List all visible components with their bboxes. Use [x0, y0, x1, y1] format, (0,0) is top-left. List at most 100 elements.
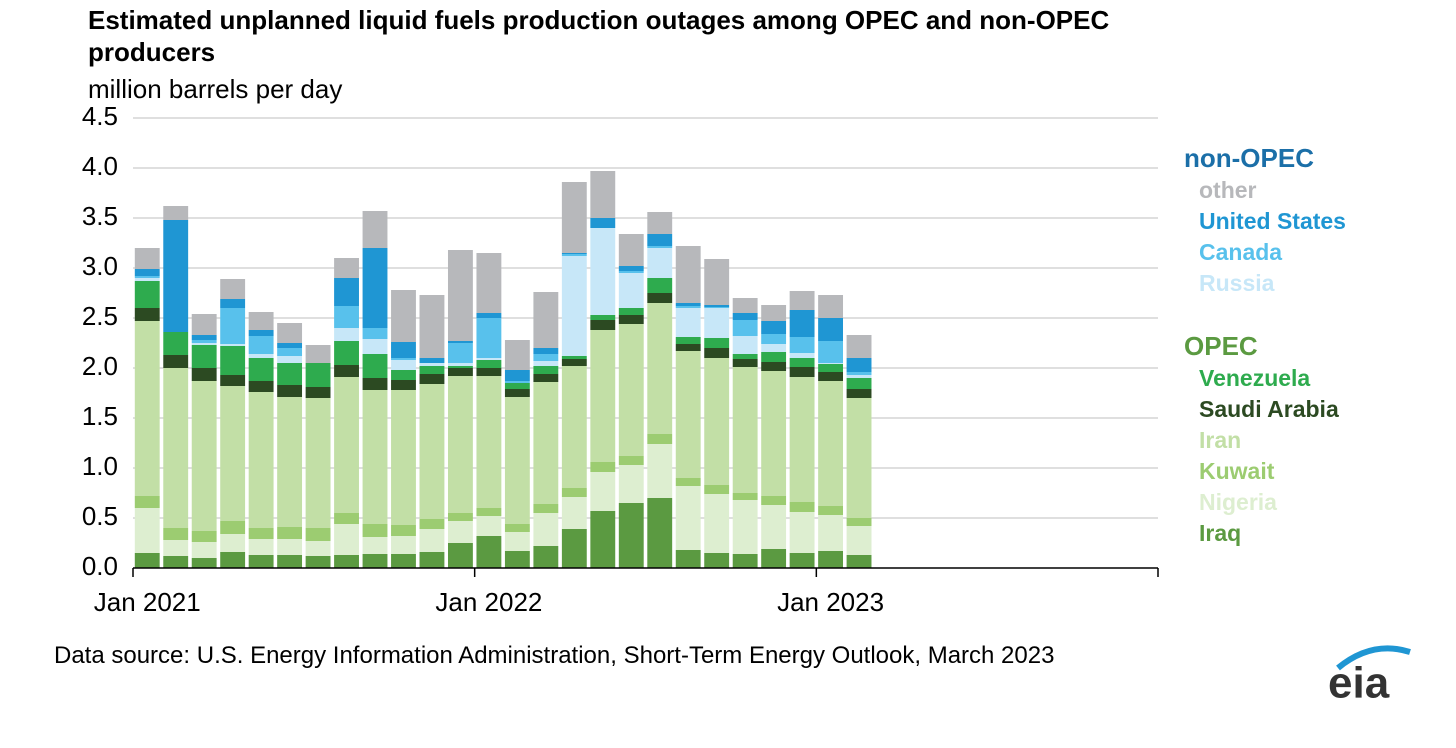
bar-segment — [504, 383, 530, 389]
bar-segment — [277, 356, 303, 363]
bar-segment — [191, 558, 217, 568]
bar-segment — [163, 206, 189, 220]
bar-segment — [362, 554, 388, 568]
bar-segment — [761, 362, 787, 371]
chart-title: Estimated unplanned liquid fuels product… — [88, 5, 1110, 67]
bar-segment — [134, 276, 160, 278]
bar-segment — [618, 503, 644, 568]
bar-segment — [818, 363, 844, 364]
logo-arc — [1336, 645, 1411, 671]
bar-segment — [134, 278, 160, 281]
bar-segment — [334, 377, 359, 513]
bar-segment — [191, 335, 217, 340]
y-tick-label: 3.5 — [82, 201, 118, 231]
bar-segment — [134, 281, 160, 308]
bar-segment — [134, 308, 160, 321]
bar-segment — [134, 248, 160, 269]
bar-segment — [675, 306, 701, 308]
bar-segment — [504, 340, 530, 370]
bar-segment — [732, 336, 758, 354]
bar-segment — [476, 536, 502, 568]
bar-segment — [789, 310, 815, 337]
bar-segment — [134, 496, 160, 508]
bar-segment — [391, 525, 416, 536]
bar-segment — [590, 511, 616, 568]
bar-segment — [818, 364, 844, 372]
bar-segment — [675, 478, 701, 486]
bar-segment — [618, 266, 644, 271]
legend-label: Iraq — [1199, 520, 1241, 546]
legend-label: Saudi Arabia — [1199, 396, 1339, 422]
bar-segment — [305, 345, 331, 363]
bar-segment — [248, 354, 274, 358]
bar-segment — [818, 341, 844, 363]
bar-segment — [704, 307, 730, 308]
bar-segment — [277, 397, 303, 527]
bar-segment — [334, 524, 359, 555]
bar-segment — [533, 361, 559, 366]
legend-label: Venezuela — [1199, 365, 1310, 391]
bar-segment — [618, 273, 644, 308]
bar-segment — [362, 537, 388, 554]
bar-segment — [561, 359, 587, 366]
bar-segment — [419, 363, 445, 366]
bar-segment — [334, 306, 359, 328]
bar-segment — [704, 494, 730, 553]
bar-segment — [647, 248, 673, 278]
bar-segment — [419, 358, 445, 363]
bar-segment — [277, 323, 303, 343]
bar-segment — [248, 555, 274, 568]
bar-segment — [675, 344, 701, 351]
bar-segment — [391, 360, 416, 370]
bar-segment — [476, 318, 502, 358]
legend-label: Canada — [1199, 239, 1282, 265]
bar-segment — [732, 367, 758, 493]
legend-group-title: OPEC — [1184, 331, 1258, 361]
bar-segment — [846, 555, 872, 568]
bar-segment — [362, 248, 388, 328]
bar-segment — [818, 551, 844, 568]
bar-segment — [391, 536, 416, 554]
bar-segment — [647, 212, 673, 234]
bar-segment — [618, 271, 644, 273]
bar-segment — [846, 398, 872, 518]
bar-segment — [220, 375, 246, 386]
bar-segment — [504, 551, 530, 568]
bar-segment — [818, 318, 844, 341]
bar-segment — [789, 512, 815, 553]
bar-segment — [419, 529, 445, 552]
bar-segment — [675, 246, 701, 303]
y-tick-label: 1.5 — [82, 401, 118, 431]
bar-segment — [590, 320, 616, 330]
y-tick-label: 4.0 — [82, 151, 118, 181]
x-tick-label: Jan 2021 — [94, 587, 201, 617]
bar-segment — [590, 218, 616, 228]
bar-segment — [590, 462, 616, 472]
bar-segment — [163, 540, 189, 556]
bar-segment — [220, 346, 246, 375]
bar-segment — [447, 366, 473, 368]
bar-segment — [334, 555, 359, 568]
bar-segment — [789, 553, 815, 568]
bar-segment — [447, 343, 473, 363]
bar-segment — [419, 552, 445, 568]
bar-segment — [220, 386, 246, 521]
source-note: Data source: U.S. Energy Information Adm… — [54, 642, 1055, 669]
bar-segment — [533, 382, 559, 504]
bar-segment — [789, 353, 815, 358]
bar-segment — [675, 303, 701, 306]
logo: eia — [1328, 659, 1390, 708]
bar-segment — [248, 539, 274, 555]
bar-segment — [305, 541, 331, 556]
bar-segment — [476, 358, 502, 360]
bar-segment — [789, 358, 815, 367]
bar-segment — [220, 308, 246, 344]
bar-segment — [561, 356, 587, 359]
bar-segment — [846, 378, 872, 389]
bar-segment — [561, 253, 587, 254]
bar-segment — [362, 378, 388, 390]
y-tick-label: 3.0 — [82, 251, 118, 281]
bar-segment — [447, 521, 473, 543]
bar-segment — [533, 354, 559, 361]
